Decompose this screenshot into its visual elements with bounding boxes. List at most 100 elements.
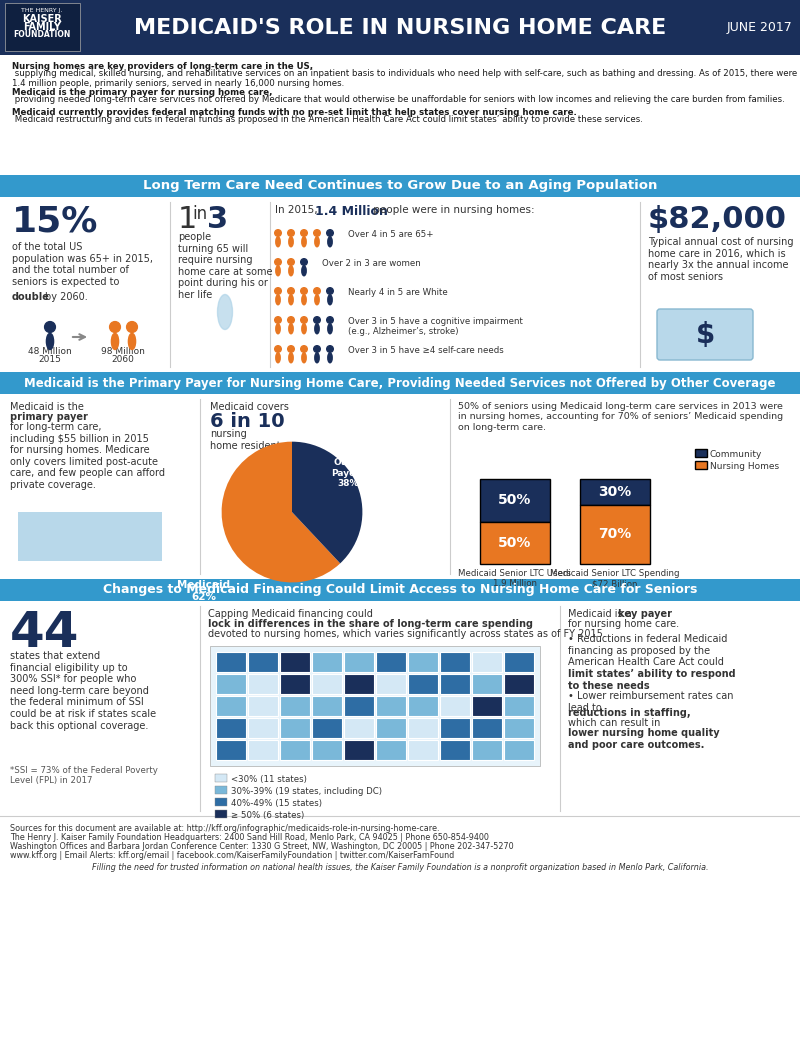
Text: FAMILY: FAMILY	[23, 22, 61, 32]
Text: JUNE 2017: JUNE 2017	[727, 22, 793, 34]
Ellipse shape	[276, 265, 280, 276]
Text: people were in nursing homes:: people were in nursing homes:	[370, 205, 534, 215]
FancyBboxPatch shape	[375, 651, 406, 672]
Circle shape	[110, 322, 121, 332]
Text: 50%: 50%	[498, 536, 532, 550]
FancyBboxPatch shape	[0, 0, 800, 55]
Text: states that extend
financial eligibility up to
300% SSI* for people who
need lon: states that extend financial eligibility…	[10, 651, 156, 730]
Text: of the total US
population was 65+ in 2015,
and the total number of
seniors is e: of the total US population was 65+ in 20…	[12, 242, 153, 286]
Circle shape	[301, 317, 307, 323]
Text: limit states’ ability to respond
to these needs: limit states’ ability to respond to thes…	[568, 669, 736, 691]
FancyBboxPatch shape	[695, 449, 707, 457]
Text: Medicaid
62%: Medicaid 62%	[178, 580, 230, 602]
Circle shape	[274, 346, 282, 352]
Text: $: $	[695, 321, 714, 349]
Text: • Lower reimbursement rates can
lead to: • Lower reimbursement rates can lead to	[568, 691, 734, 713]
FancyBboxPatch shape	[279, 651, 310, 672]
Circle shape	[314, 230, 320, 236]
FancyBboxPatch shape	[503, 651, 534, 672]
FancyBboxPatch shape	[279, 696, 310, 716]
Text: KAISER: KAISER	[22, 14, 62, 24]
Text: Sources for this document are available at: http://kff.org/infographic/medicaids: Sources for this document are available …	[10, 825, 439, 833]
FancyBboxPatch shape	[247, 718, 278, 738]
FancyBboxPatch shape	[215, 798, 227, 806]
Circle shape	[314, 287, 320, 295]
FancyBboxPatch shape	[343, 651, 374, 672]
Text: Over 4 in 5 are 65+: Over 4 in 5 are 65+	[348, 230, 434, 239]
Text: Over 2 in 3 are women: Over 2 in 3 are women	[322, 259, 421, 268]
Circle shape	[45, 322, 55, 332]
Text: 2060: 2060	[111, 355, 134, 364]
Text: <30% (11 states): <30% (11 states)	[231, 775, 307, 784]
Circle shape	[288, 317, 294, 323]
FancyBboxPatch shape	[247, 696, 278, 716]
FancyBboxPatch shape	[0, 601, 800, 816]
Text: Medicaid restructuring and cuts in federal funds as proposed in the American Hea: Medicaid restructuring and cuts in feder…	[12, 115, 643, 124]
FancyBboxPatch shape	[580, 505, 650, 564]
FancyBboxPatch shape	[503, 740, 534, 760]
FancyBboxPatch shape	[375, 696, 406, 716]
FancyBboxPatch shape	[471, 651, 502, 672]
FancyBboxPatch shape	[215, 740, 246, 760]
FancyBboxPatch shape	[311, 673, 342, 694]
FancyBboxPatch shape	[439, 673, 470, 694]
Ellipse shape	[289, 324, 293, 333]
FancyBboxPatch shape	[247, 673, 278, 694]
FancyBboxPatch shape	[407, 740, 438, 760]
Text: Community: Community	[710, 450, 762, 459]
Text: primary payer: primary payer	[10, 412, 88, 422]
Text: Capping Medicaid financing could: Capping Medicaid financing could	[208, 609, 376, 619]
Text: Medicaid is the Primary Payer for Nursing Home Care, Providing Needed Services n: Medicaid is the Primary Payer for Nursin…	[24, 376, 776, 390]
Text: for long-term care,
including $55 billion in 2015
for nursing homes. Medicare
on: for long-term care, including $55 billio…	[10, 422, 165, 490]
FancyBboxPatch shape	[471, 718, 502, 738]
Ellipse shape	[328, 353, 332, 363]
Ellipse shape	[276, 324, 280, 333]
FancyBboxPatch shape	[407, 651, 438, 672]
FancyBboxPatch shape	[0, 55, 800, 175]
FancyBboxPatch shape	[210, 646, 540, 766]
Ellipse shape	[315, 295, 319, 305]
Text: by 2060.: by 2060.	[45, 292, 88, 302]
Circle shape	[274, 259, 282, 265]
FancyBboxPatch shape	[0, 198, 800, 372]
Text: double: double	[12, 292, 50, 302]
Text: 40%-49% (15 states): 40%-49% (15 states)	[231, 799, 322, 808]
Ellipse shape	[302, 265, 306, 276]
FancyBboxPatch shape	[247, 740, 278, 760]
FancyBboxPatch shape	[311, 718, 342, 738]
FancyBboxPatch shape	[375, 718, 406, 738]
Circle shape	[326, 346, 334, 352]
Text: Changes to Medicaid Financing Could Limit Access to Nursing Home Care for Senior: Changes to Medicaid Financing Could Limi…	[103, 583, 697, 597]
Text: 50%: 50%	[498, 493, 532, 507]
Ellipse shape	[328, 295, 332, 305]
Text: Nearly 4 in 5 are White: Nearly 4 in 5 are White	[348, 288, 448, 297]
Text: 30%: 30%	[598, 485, 632, 498]
Circle shape	[288, 259, 294, 265]
Circle shape	[326, 287, 334, 295]
FancyBboxPatch shape	[311, 740, 342, 760]
Circle shape	[326, 317, 334, 323]
FancyBboxPatch shape	[215, 774, 227, 782]
Text: Medicaid currently provides federal matching funds with no pre-set limit that he: Medicaid currently provides federal matc…	[12, 108, 577, 117]
Text: 3: 3	[207, 205, 228, 234]
Text: which can result in: which can result in	[568, 718, 660, 728]
Text: www.kff.org | Email Alerts: kff.org/email | facebook.com/KaiserFamilyFoundation : www.kff.org | Email Alerts: kff.org/emai…	[10, 851, 454, 860]
Text: lock in differences in the share of long-term care spending: lock in differences in the share of long…	[208, 619, 533, 629]
Text: MEDICAID'S ROLE IN NURSING HOME CARE: MEDICAID'S ROLE IN NURSING HOME CARE	[134, 18, 666, 38]
Text: 2015: 2015	[38, 355, 62, 364]
FancyBboxPatch shape	[215, 673, 246, 694]
Text: Medicaid is the: Medicaid is the	[10, 402, 84, 412]
FancyBboxPatch shape	[375, 740, 406, 760]
Text: *SSI = 73% of the Federal Poverty
Level (FPL) in 2017: *SSI = 73% of the Federal Poverty Level …	[10, 766, 158, 786]
Text: 48 Million: 48 Million	[28, 347, 72, 356]
FancyBboxPatch shape	[279, 673, 310, 694]
Text: devoted to nursing homes, which varies significantly across states as of FY 2015: devoted to nursing homes, which varies s…	[208, 629, 606, 638]
Text: Medicaid covers: Medicaid covers	[210, 402, 289, 412]
Circle shape	[326, 230, 334, 236]
FancyBboxPatch shape	[0, 816, 800, 1045]
FancyBboxPatch shape	[0, 394, 800, 579]
FancyBboxPatch shape	[311, 651, 342, 672]
Circle shape	[126, 322, 138, 332]
Text: key payer: key payer	[618, 609, 672, 619]
Text: 30%-39% (19 states, including DC): 30%-39% (19 states, including DC)	[231, 787, 382, 796]
